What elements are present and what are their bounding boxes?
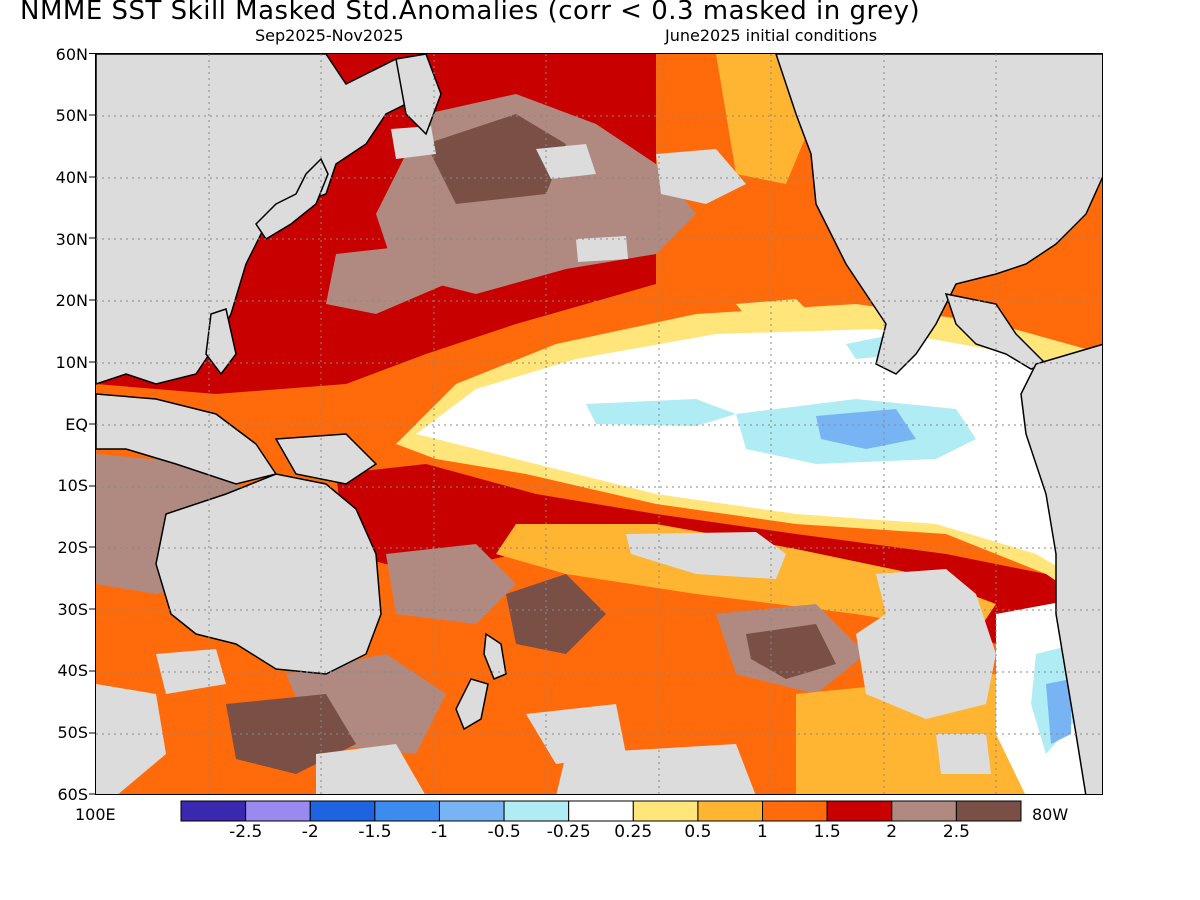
colorbar-label: 0.25 bbox=[614, 822, 653, 842]
field-s-darkbrown1 bbox=[506, 574, 606, 654]
field-n-darkbrown bbox=[426, 114, 566, 204]
colorbar-label: 1 bbox=[757, 822, 768, 842]
colorbar-swatch bbox=[309, 800, 376, 822]
colorbar bbox=[180, 800, 1022, 822]
field-s-orange bbox=[496, 524, 996, 634]
map-canvas bbox=[96, 54, 1102, 794]
colorbar-label: -1.5 bbox=[358, 822, 392, 842]
lon-label-left: 100E bbox=[75, 805, 116, 824]
field-s-red bbox=[336, 464, 1102, 694]
colorbar-swatch bbox=[568, 800, 634, 822]
colorbar-swatch bbox=[180, 800, 247, 822]
masked-areas bbox=[96, 126, 996, 794]
colorbar-swatch bbox=[762, 800, 828, 822]
mask-n3 bbox=[391, 126, 436, 159]
lon-label-right: 80W bbox=[1032, 805, 1069, 824]
lat-label: 40N bbox=[55, 168, 88, 187]
colorbar-label: -2.5 bbox=[229, 822, 263, 842]
lat-label: 30N bbox=[55, 230, 88, 249]
colorbar-label: 0.5 bbox=[684, 822, 712, 842]
colorbar-swatch bbox=[374, 800, 440, 822]
lat-ticks bbox=[89, 53, 95, 795]
colorbar-label: 2 bbox=[886, 822, 898, 842]
initial-conditions: June2025 initial conditions bbox=[665, 26, 878, 45]
mask-n1 bbox=[656, 149, 746, 204]
colorbar-label: -1 bbox=[430, 822, 448, 842]
colorbar-swatch bbox=[438, 800, 505, 822]
lat-label: 50S bbox=[57, 723, 88, 742]
mask-se2 bbox=[936, 734, 991, 774]
mask-n4 bbox=[576, 236, 628, 262]
map-title: NMME SST Skill Masked Std.Anomalies (cor… bbox=[20, 0, 921, 26]
field-cool-1 bbox=[586, 399, 736, 426]
colorbar-label: -0.25 bbox=[546, 822, 591, 842]
colorbar-swatch bbox=[503, 800, 570, 822]
land bbox=[96, 54, 1102, 794]
mask-sw3 bbox=[316, 744, 425, 794]
mask-s1 bbox=[626, 532, 786, 579]
sst-anomaly-map bbox=[95, 53, 1103, 795]
lat-label: EQ bbox=[65, 415, 88, 434]
field-ne-yellow2 bbox=[736, 299, 816, 329]
colorbar-swatch bbox=[955, 800, 1022, 822]
lat-label: 20N bbox=[55, 291, 88, 310]
field-s-darkbrown2 bbox=[746, 624, 836, 679]
field-n-brown2 bbox=[326, 244, 446, 314]
graticule bbox=[96, 54, 1102, 794]
land-south-america bbox=[1020, 343, 1102, 794]
mask-sw2 bbox=[96, 684, 166, 794]
colorbar-swatch bbox=[697, 800, 764, 822]
land-nz-north bbox=[483, 632, 507, 680]
field-s-brown1 bbox=[386, 544, 516, 624]
mask-s3 bbox=[556, 744, 756, 794]
colorbar-swatch bbox=[245, 800, 311, 822]
lat-label: 60S bbox=[57, 785, 88, 804]
lat-label: 60N bbox=[55, 45, 88, 64]
land-philippines bbox=[205, 308, 237, 376]
colorbar-label: 1.5 bbox=[813, 822, 841, 842]
mask-se1 bbox=[856, 569, 996, 719]
forecast-period: Sep2025-Nov2025 bbox=[255, 26, 404, 45]
mask-n2 bbox=[536, 144, 596, 179]
field-se-cool2 bbox=[1046, 679, 1071, 744]
lat-label: 10N bbox=[55, 353, 88, 372]
land-australia bbox=[155, 473, 382, 675]
colorbar-swatch bbox=[826, 800, 893, 822]
colorbar-label: 2.5 bbox=[942, 822, 970, 842]
land-japan bbox=[255, 157, 329, 241]
land-newguinea bbox=[274, 433, 378, 485]
colorbar-label: -0.5 bbox=[487, 822, 521, 842]
lat-label: 10S bbox=[57, 476, 88, 495]
lat-label: 50N bbox=[55, 106, 88, 125]
colorbar-swatch bbox=[632, 800, 699, 822]
lat-label: 40S bbox=[57, 661, 88, 680]
field-cool-3 bbox=[816, 409, 916, 449]
land-north-america bbox=[775, 54, 1102, 375]
lat-label: 20S bbox=[57, 538, 88, 557]
land-nz-south bbox=[455, 678, 489, 731]
colorbar-label: -2 bbox=[301, 822, 319, 842]
field-eq-white bbox=[416, 329, 1102, 593]
land-indonesia bbox=[96, 393, 278, 485]
lat-label: 30S bbox=[57, 600, 88, 619]
colorbar-swatch bbox=[891, 800, 957, 822]
